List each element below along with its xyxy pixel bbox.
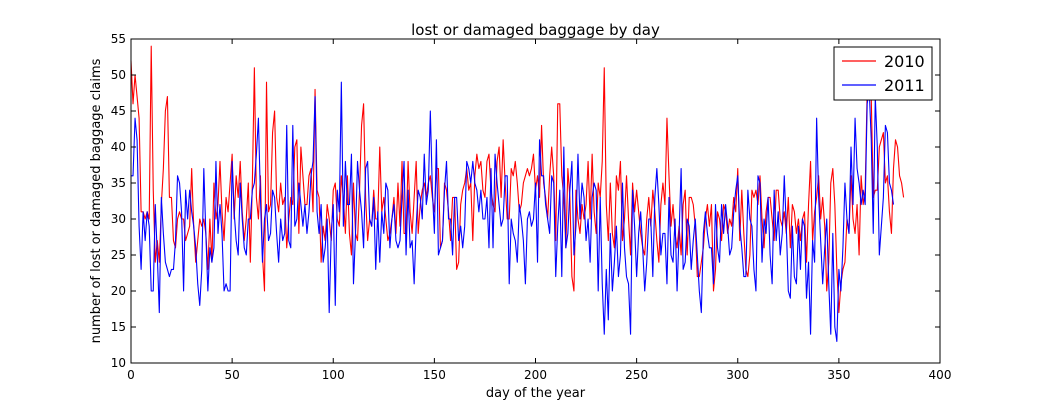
y-tick-label: 50 [111, 68, 126, 82]
y-tick-label: 30 [111, 212, 126, 226]
x-tick-label: 50 [224, 368, 239, 382]
y-tick-label: 55 [111, 32, 126, 46]
series-layer [130, 45, 905, 342]
x-axis-label: day of the year [486, 386, 586, 401]
y-tick-label: 45 [111, 104, 126, 118]
y-tick-label: 15 [111, 320, 126, 334]
y-tick-label: 40 [111, 140, 126, 154]
legend: 2010 2011 [833, 46, 933, 101]
x-tick-label: 350 [827, 368, 850, 382]
x-tick-label: 300 [726, 368, 749, 382]
y-tick-label: 25 [111, 248, 126, 262]
x-tick-label: 250 [625, 368, 648, 382]
series-line-2011 [131, 81, 895, 342]
x-tick-label: 0 [127, 368, 135, 382]
x-tick-label: 400 [929, 368, 952, 382]
legend-label-2010: 2010 [884, 52, 925, 71]
chart-title: lost or damaged baggage by day [411, 21, 660, 39]
y-axis-label: number of lost or damaged baggage claims [89, 58, 104, 343]
x-tick-label: 100 [322, 368, 345, 382]
y-tick-label: 20 [111, 284, 126, 298]
legend-label-2011: 2011 [884, 76, 925, 95]
legend-box [833, 46, 933, 101]
tick-layer: 0 50 100 150 200 250 300 350 400 10 15 20 25 30 35 40 45… [111, 32, 952, 382]
x-tick-label: 200 [524, 368, 547, 382]
y-tick-label: 35 [111, 176, 126, 190]
y-tick-label: 10 [111, 356, 126, 370]
x-tick-label: 150 [423, 368, 446, 382]
